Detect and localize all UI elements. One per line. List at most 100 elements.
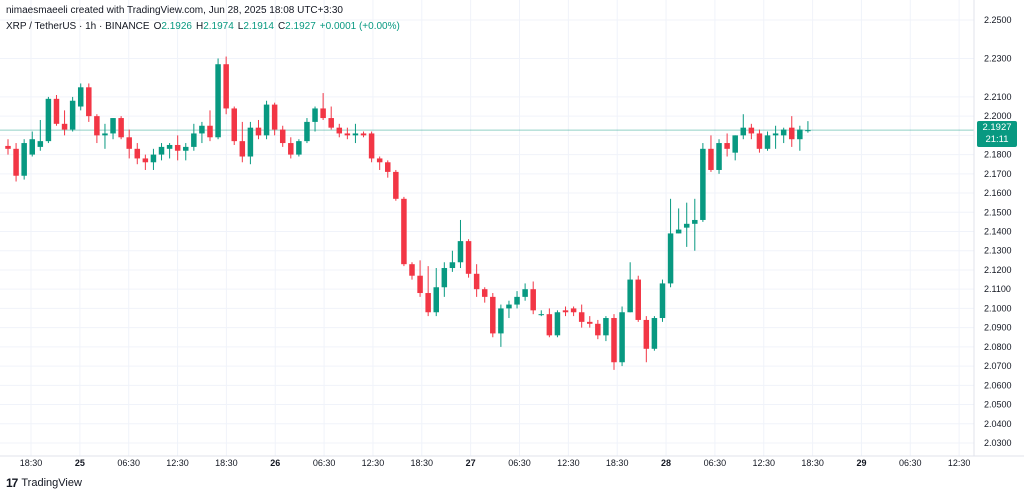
- x-tick-label: 25: [75, 458, 85, 468]
- candle-body: [619, 312, 625, 363]
- candle: [223, 56, 229, 115]
- x-tick-label: 06:30: [899, 458, 922, 468]
- candle-body: [255, 127, 262, 136]
- candle-body: [344, 133, 351, 136]
- candle: [683, 202, 690, 247]
- candle: [490, 293, 496, 338]
- candle-body: [635, 279, 641, 320]
- candle-body: [805, 130, 811, 132]
- candle-body: [780, 129, 787, 136]
- candle-body: [724, 143, 730, 149]
- candle-body: [29, 139, 35, 155]
- candle-body: [94, 116, 100, 136]
- legend-change: +0.0001 (+0.00%): [319, 21, 400, 32]
- legend-low-label: L: [237, 21, 244, 32]
- candle-body: [740, 127, 747, 136]
- y-tick-label: 2.0300: [984, 438, 1012, 448]
- x-tick-label: 27: [466, 458, 476, 468]
- candle-body: [376, 158, 383, 163]
- candle: [433, 268, 439, 317]
- candle-body: [86, 87, 92, 117]
- candle-body: [77, 87, 84, 107]
- candle-body: [21, 143, 27, 176]
- y-tick-label: 2.2500: [984, 15, 1012, 25]
- candle-body: [748, 127, 755, 134]
- candle: [336, 123, 343, 138]
- candle: [570, 306, 577, 317]
- candle: [409, 262, 415, 280]
- last-price-tag: 2.1927 21:11: [977, 121, 1017, 147]
- candle-body: [110, 118, 116, 134]
- candle: [740, 114, 747, 140]
- candle: [587, 316, 593, 328]
- candle-body: [789, 127, 795, 140]
- candle: [538, 310, 545, 317]
- y-tick-label: 2.1000: [984, 303, 1012, 313]
- x-tick-label: 12:30: [557, 458, 580, 468]
- candle-body: [150, 154, 157, 163]
- candle-body: [320, 108, 326, 119]
- candle-body: [732, 135, 738, 153]
- candle-body: [279, 129, 286, 144]
- candle: [724, 133, 730, 157]
- symbol-legend[interactable]: XRP / TetherUS · 1h · BINANCE O2.1926 H2…: [6, 21, 400, 32]
- y-tick-label: 2.1200: [984, 265, 1012, 275]
- candle: [667, 198, 674, 288]
- x-tick-label: 18:30: [215, 458, 238, 468]
- y-tick-label: 2.1400: [984, 227, 1012, 237]
- candle-body: [166, 144, 173, 149]
- candle: [110, 118, 116, 140]
- candle-body: [643, 319, 650, 349]
- candle: [506, 300, 512, 319]
- y-tick-label: 2.1600: [984, 188, 1012, 198]
- candle-body: [239, 141, 246, 157]
- candle-body: [409, 264, 415, 276]
- candle-body: [328, 118, 334, 128]
- y-tick-label: 2.0400: [984, 419, 1012, 429]
- candle-body: [425, 293, 431, 313]
- legend-high-value: 2.1974: [203, 21, 234, 32]
- legend-symbol[interactable]: XRP / TetherUS · 1h · BINANCE: [6, 21, 150, 32]
- candle-body: [158, 146, 165, 155]
- candle: [13, 143, 19, 182]
- candle: [457, 219, 464, 269]
- candle: [191, 123, 197, 151]
- candle: [481, 287, 488, 303]
- candle: [69, 96, 76, 132]
- candle: [675, 208, 682, 234]
- candle: [53, 94, 60, 126]
- candle-body: [37, 141, 44, 147]
- candle-body: [667, 233, 674, 284]
- candle: [344, 127, 351, 140]
- candle-body: [603, 318, 609, 336]
- candle: [37, 119, 44, 151]
- time-axis[interactable]: 18:30 25 06:30 12:30 18:30 26 06:30 12:30 18:30 2…: [20, 458, 971, 468]
- candle-body: [546, 314, 553, 336]
- y-tick-label: 2.2000: [984, 111, 1012, 121]
- candle-body: [481, 289, 488, 297]
- candle: [126, 129, 132, 159]
- candle: [142, 154, 149, 170]
- candle: [772, 125, 779, 149]
- candle: [158, 143, 165, 161]
- tradingview-brand[interactable]: 17 TradingView: [6, 476, 82, 490]
- candle: [514, 291, 520, 309]
- candle-body: [13, 148, 19, 176]
- candle: [5, 139, 11, 155]
- y-tick-label: 2.2100: [984, 92, 1012, 102]
- candle: [756, 129, 763, 153]
- candle-body: [336, 127, 343, 134]
- candle-body: [554, 312, 561, 336]
- candle-body: [134, 148, 141, 159]
- candle: [449, 250, 456, 272]
- candle: [150, 148, 157, 170]
- candle-body: [562, 310, 569, 313]
- price-axis[interactable]: 2.25002.23002.21002.20002.19002.18002.17…: [984, 15, 1012, 448]
- candle: [368, 131, 375, 163]
- y-tick-label: 2.1800: [984, 150, 1012, 160]
- candle: [199, 121, 205, 144]
- candle-body: [627, 279, 633, 313]
- candle-body: [368, 133, 375, 159]
- x-tick-label: 06:30: [508, 458, 531, 468]
